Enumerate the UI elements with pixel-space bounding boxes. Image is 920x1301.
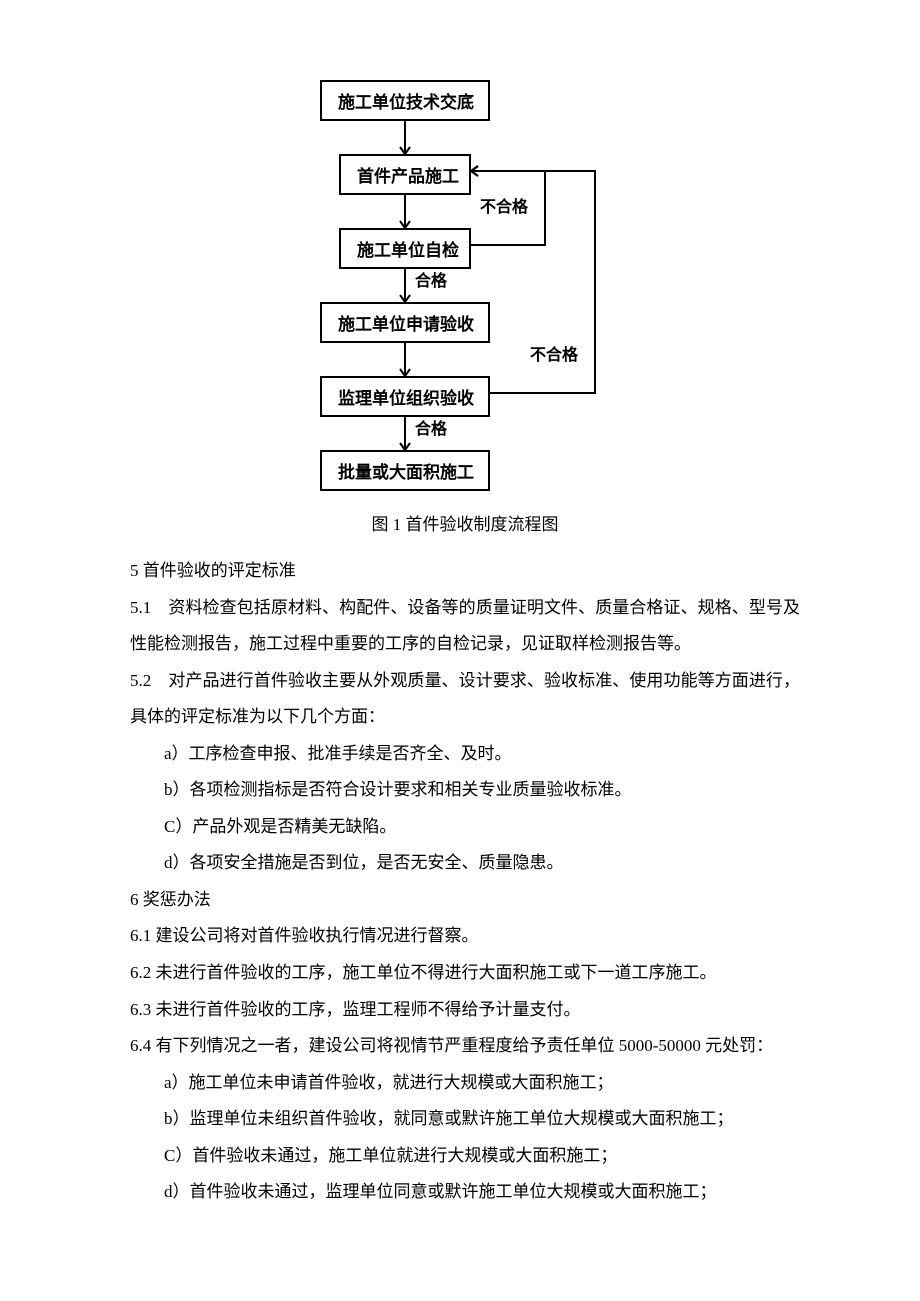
figure-caption: 图 1 首件验收制度流程图 — [130, 510, 800, 535]
section-5-1: 5.1 资料检查包括原材料、构配件、设备等的质量证明文件、质量合格证、规格、型号… — [130, 590, 800, 663]
flow-edge-label-3: 合格 — [415, 415, 447, 439]
section-6-item-c: C）首件验收未通过，施工单位就进行大规模或大面积施工； — [130, 1138, 800, 1175]
section-5-item-a: a）工序检查申报、批准手续是否齐全、及时。 — [130, 736, 800, 773]
section-6-2: 6.2 未进行首件验收的工序，施工单位不得进行大面积施工或下一道工序施工。 — [130, 955, 800, 992]
section-6-item-b: b）监理单位未组织首件验收，就同意或默许施工单位大规模或大面积施工； — [130, 1101, 800, 1138]
flow-node-n5: 监理单位组织验收 — [320, 376, 490, 417]
section-6-3: 6.3 未进行首件验收的工序，监理工程师不得给予计量支付。 — [130, 992, 800, 1029]
section-6-1: 6.1 建设公司将对首件验收执行情况进行督察。 — [130, 918, 800, 955]
section-5-title: 5 首件验收的评定标准 — [130, 553, 800, 590]
flow-node-n6: 批量或大面积施工 — [320, 450, 490, 491]
flow-edge-label-2: 不合格 — [530, 341, 578, 365]
flow-node-n1: 施工单位技术交底 — [320, 80, 490, 121]
flow-node-n2: 首件产品施工 — [339, 154, 471, 195]
flow-node-n4: 施工单位申请验收 — [320, 302, 490, 343]
section-5-item-b: b）各项检测指标是否符合设计要求和相关专业质量验收标准。 — [130, 772, 800, 809]
flowchart-container: 施工单位技术交底首件产品施工施工单位自检施工单位申请验收监理单位组织验收批量或大… — [295, 80, 635, 490]
flow-edge-label-1: 合格 — [415, 267, 447, 291]
section-5-2: 5.2 对产品进行首件验收主要从外观质量、设计要求、验收标准、使用功能等方面进行… — [130, 663, 800, 736]
section-6-4: 6.4 有下列情况之一者，建设公司将视情节严重程度给予责任单位 5000-500… — [130, 1028, 800, 1065]
flow-node-n3: 施工单位自检 — [339, 228, 471, 269]
section-6-item-d: d）首件验收未通过，监理单位同意或默许施工单位大规模或大面积施工； — [130, 1174, 800, 1211]
section-5-item-d: d）各项安全措施是否到位，是否无安全、质量隐患。 — [130, 845, 800, 882]
flowchart-edges — [295, 80, 635, 490]
flow-edge-label-0: 不合格 — [480, 193, 528, 217]
section-6-item-a: a）施工单位未申请首件验收，就进行大规模或大面积施工； — [130, 1065, 800, 1102]
section-5-item-c: C）产品外观是否精美无缺陷。 — [130, 809, 800, 846]
section-6-title: 6 奖惩办法 — [130, 882, 800, 919]
